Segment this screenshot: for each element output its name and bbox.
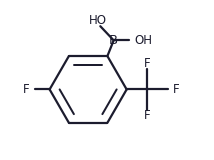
Text: F: F [172, 83, 179, 96]
Text: B: B [109, 34, 118, 47]
Text: OH: OH [134, 34, 152, 47]
Text: F: F [144, 109, 150, 122]
Text: HO: HO [89, 14, 107, 27]
Text: F: F [22, 83, 29, 96]
Text: F: F [144, 56, 150, 69]
